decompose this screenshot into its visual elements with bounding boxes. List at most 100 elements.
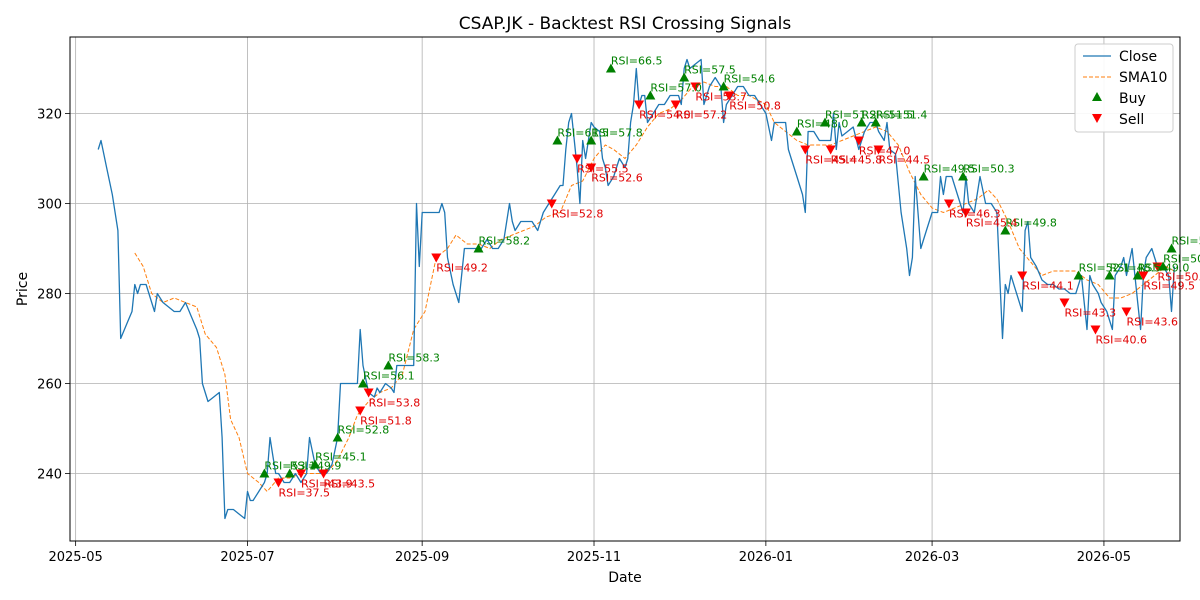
- sell-marker: [363, 388, 374, 398]
- buy-rsi-label: RSI=50.9: [1163, 253, 1200, 266]
- axis-ticks: 2025-05 2025-07 2025-09 2025-11 2026-01 2026-…: [37, 108, 1131, 566]
- sell-rsi-label: RSI=53.7: [695, 91, 747, 104]
- x-axis-label: Date: [608, 570, 641, 586]
- sell-rsi-label: RSI=43.3: [1064, 307, 1116, 320]
- sell-marker: [873, 145, 884, 155]
- y-tick-label: 280: [37, 288, 62, 303]
- sell-rsi-label: RSI=57.2: [676, 109, 728, 122]
- sell-marker: [273, 478, 284, 488]
- sell-marker: [800, 145, 811, 155]
- y-tick-label: 300: [37, 198, 62, 213]
- sell-marker: [943, 199, 954, 209]
- x-tick-label: 2026-01: [739, 550, 793, 565]
- close-line: [97, 58, 1176, 520]
- buy-rsi-label: RSI=51.4: [876, 109, 928, 122]
- buy-marker: [284, 468, 295, 478]
- buy-marker: [552, 135, 563, 145]
- sell-marker: [355, 406, 366, 416]
- buy-rsi-label: RSI=56.1: [363, 370, 415, 383]
- legend-sell-swatch: [1092, 114, 1102, 123]
- sell-rsi-label: RSI=45.8: [831, 154, 883, 167]
- series-lines: [97, 58, 1176, 520]
- buy-marker: [259, 468, 270, 478]
- sell-marker: [1059, 298, 1070, 308]
- sell-rsi-label: RSI=44.5: [879, 154, 931, 167]
- buy-rsi-label: RSI=45.1: [315, 451, 367, 464]
- grid: [70, 37, 1180, 541]
- buy-marker: [1073, 270, 1084, 280]
- sell-marker: [296, 469, 307, 479]
- sell-marker: [825, 145, 836, 155]
- legend: Close SMA10 Buy Sell: [1074, 43, 1174, 133]
- buy-marker: [357, 378, 368, 388]
- buy-marker: [645, 90, 656, 100]
- sell-marker: [431, 253, 442, 263]
- buy-rsi-label: RSI=66.5: [611, 55, 663, 68]
- sell-marker: [960, 208, 971, 218]
- sell-marker: [853, 136, 864, 146]
- legend-box: [1074, 43, 1174, 133]
- buy-rsi-label: RSI=51.5: [862, 109, 914, 122]
- sell-rsi-label: RSI=52.6: [591, 172, 643, 185]
- sell-marker: [1138, 271, 1149, 281]
- buy-rsi-label: RSI=61.5: [557, 127, 609, 140]
- sell-marker: [318, 469, 329, 479]
- sell-rsi-label: RSI=52.8: [552, 208, 604, 221]
- sell-marker: [586, 163, 597, 173]
- buy-rsi-label: RSI=52.8: [338, 424, 390, 437]
- buy-rsi-label: RSI=49.0: [1138, 262, 1190, 275]
- sell-rsi-label: RSI=46.3: [949, 208, 1001, 221]
- buy-marker: [332, 432, 343, 442]
- buy-marker: [473, 243, 484, 253]
- chart-title: CSAP.JK - Backtest RSI Crossing Signals: [459, 14, 792, 34]
- sell-marker: [690, 82, 701, 92]
- buy-rsi-label: RSI=57.5: [684, 64, 736, 77]
- buy-rsi-label: RSI=58.2: [479, 235, 531, 248]
- x-tick-label: 2026-05: [1077, 550, 1131, 565]
- buy-marker: [1104, 270, 1115, 280]
- legend-buy-swatch: [1092, 92, 1102, 101]
- buy-rsi-label: RSI=49.8: [1005, 217, 1057, 230]
- x-tick-label: 2025-07: [220, 550, 274, 565]
- buy-marker: [586, 135, 597, 145]
- sell-marker: [546, 199, 557, 209]
- sell-marker: [634, 100, 645, 110]
- buy-rsi-label: RSI=49.5: [924, 163, 976, 176]
- buy-rsi-label: RSI=57.0: [650, 82, 702, 95]
- plot-frame: [69, 36, 1181, 542]
- buy-rsi-label: RSI=48.0: [797, 118, 849, 131]
- buy-marker: [791, 126, 802, 136]
- buy-rsi-label: RSI=58.3: [388, 352, 440, 365]
- x-tick-label: 2025-09: [395, 550, 449, 565]
- x-tick-label: 2025-11: [567, 550, 621, 565]
- buy-rsi-label: RSI=53.1: [264, 460, 316, 473]
- sell-rsi-label: RSI=49.2: [436, 262, 488, 275]
- buy-rsi-label: RSI=57.8: [591, 127, 643, 140]
- buy-marker: [1158, 261, 1169, 271]
- sell-rsi-label: RSI=44.1: [1022, 280, 1074, 293]
- buy-rsi-label: RSI=54.6: [724, 73, 776, 86]
- x-tick-label: 2026-03: [905, 550, 959, 565]
- sell-marker: [724, 91, 735, 101]
- buy-marker: [958, 171, 969, 181]
- buy-marker: [870, 117, 881, 127]
- sell-marker: [1090, 325, 1101, 335]
- sell-rsi-label: RSI=50.5: [1157, 271, 1200, 284]
- buy-marker: [918, 171, 929, 181]
- sell-rsi-label: RSI=50.8: [729, 100, 781, 113]
- sma10-line: [134, 81, 1175, 493]
- sell-rsi-label: RSI=40.6: [1095, 334, 1147, 347]
- legend-buy-label: Buy: [1119, 91, 1146, 107]
- signal-markers: [259, 63, 1177, 488]
- buy-marker: [1166, 243, 1177, 253]
- buy-rsi-label: RSI=48.5: [1110, 262, 1162, 275]
- x-tick-label: 2025-05: [48, 550, 102, 565]
- sell-rsi-label: RSI=47.0: [859, 145, 911, 158]
- buy-marker: [856, 117, 867, 127]
- legend-sell-label: Sell: [1119, 112, 1144, 128]
- buy-rsi-label: RSI=51.2: [825, 109, 877, 122]
- legend-sma-label: SMA10: [1119, 70, 1167, 86]
